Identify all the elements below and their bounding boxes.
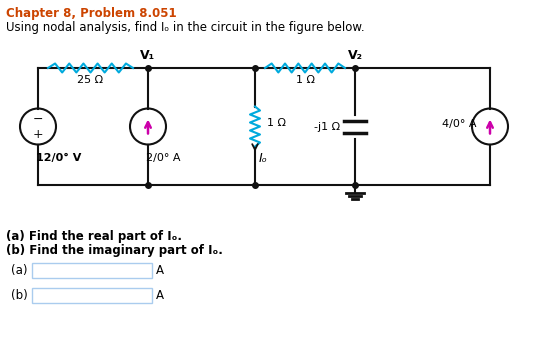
- Text: 2/0° A: 2/0° A: [146, 153, 181, 163]
- Text: (a) Find the real part of Iₒ.: (a) Find the real part of Iₒ.: [6, 230, 182, 243]
- Text: 12/0° V: 12/0° V: [36, 153, 81, 163]
- Text: Iₒ: Iₒ: [259, 153, 268, 165]
- Text: Chapter 8, Problem 8.051: Chapter 8, Problem 8.051: [6, 7, 177, 20]
- Text: A: A: [156, 289, 164, 302]
- Text: 1 Ω: 1 Ω: [295, 75, 314, 85]
- Text: (b): (b): [11, 289, 28, 302]
- Text: 4/0° A: 4/0° A: [442, 120, 476, 130]
- Text: A: A: [156, 264, 164, 277]
- Text: V₂: V₂: [348, 49, 363, 62]
- Text: −: −: [33, 112, 43, 125]
- Text: V₁: V₁: [141, 49, 156, 62]
- Text: (a): (a): [11, 264, 28, 277]
- Text: -j1 Ω: -j1 Ω: [314, 121, 340, 131]
- FancyBboxPatch shape: [32, 288, 152, 303]
- Text: (b) Find the imaginary part of Iₒ.: (b) Find the imaginary part of Iₒ.: [6, 244, 223, 257]
- FancyBboxPatch shape: [32, 263, 152, 278]
- Text: Using nodal analysis, find Iₒ in the circuit in the figure below.: Using nodal analysis, find Iₒ in the cir…: [6, 21, 364, 34]
- Text: +: +: [33, 127, 43, 141]
- Text: 1 Ω: 1 Ω: [267, 117, 286, 127]
- Text: 25 Ω: 25 Ω: [78, 75, 103, 85]
